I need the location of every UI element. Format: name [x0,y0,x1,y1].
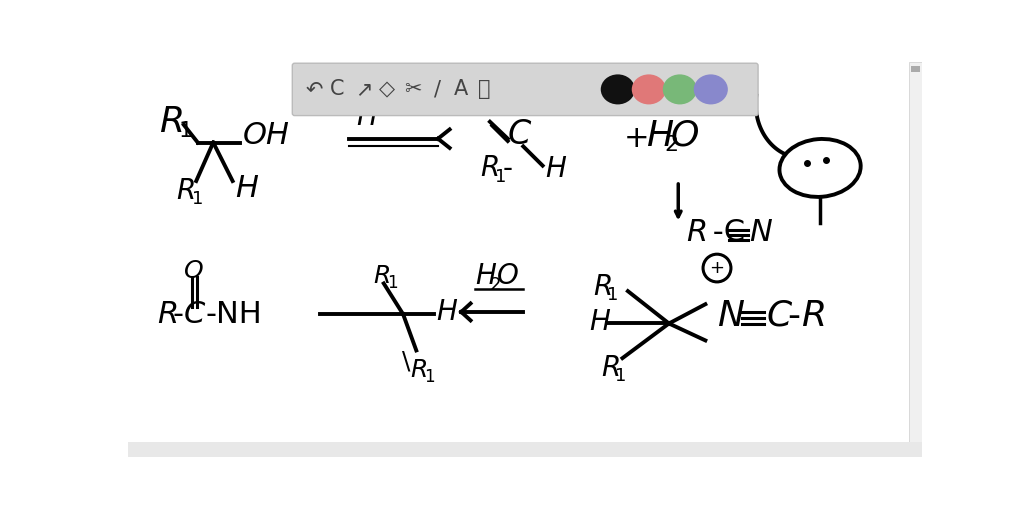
Text: R: R [373,264,390,288]
Text: 2: 2 [489,276,502,294]
Text: C: C [330,79,344,99]
Ellipse shape [632,75,666,104]
Text: H: H [589,308,610,336]
Text: +: + [710,259,725,277]
Text: +: + [624,124,649,153]
Text: O: O [671,119,698,153]
Circle shape [703,254,731,282]
Text: ✂: ✂ [404,79,422,99]
Text: -: - [503,155,513,183]
Text: 1: 1 [191,190,203,208]
Text: 1: 1 [614,367,626,385]
Text: -: - [172,300,183,329]
Text: R: R [686,218,708,247]
Text: -NH: -NH [206,300,262,329]
Text: R: R [801,299,825,333]
Text: R: R [158,300,179,329]
Text: /: / [434,79,441,99]
Text: H: H [234,174,258,203]
Text: \: \ [402,350,411,374]
Text: H: H [545,155,566,183]
Text: C: C [508,118,531,151]
Text: ↗: ↗ [355,79,373,99]
Text: ↶: ↶ [305,79,323,99]
FancyBboxPatch shape [292,63,758,116]
Text: H: H [646,119,673,153]
Text: ⬛: ⬛ [478,79,490,99]
Text: -: - [787,299,801,333]
Text: O: O [183,259,204,283]
Text: R: R [593,272,612,301]
Text: R: R [601,354,620,382]
Text: ◇: ◇ [379,79,395,99]
Text: -C: -C [703,218,745,247]
Bar [128,442,922,457]
Text: N: N [750,218,772,247]
Text: C: C [767,299,792,333]
Bar [909,62,922,457]
Bar [910,65,920,71]
Text: 1: 1 [387,274,397,292]
Text: H: H [436,298,458,326]
Text: R: R [410,358,427,382]
Ellipse shape [693,75,728,104]
Text: 1: 1 [607,286,618,304]
Text: R: R [159,105,184,139]
Text: R: R [176,177,196,205]
Text: A: A [454,79,468,99]
Text: 1: 1 [424,369,434,387]
Text: R: R [480,154,500,182]
Text: 1: 1 [496,168,507,186]
Text: C: C [183,300,205,329]
Ellipse shape [663,75,697,104]
Text: OH: OH [243,121,290,150]
Text: N: N [717,299,744,333]
Text: H: H [356,103,378,131]
Text: H: H [475,262,496,290]
Ellipse shape [601,75,635,104]
Text: 1: 1 [178,121,193,141]
Text: +: + [372,100,389,119]
Ellipse shape [779,139,861,197]
Text: O: O [497,262,519,290]
Text: 2: 2 [665,135,679,155]
